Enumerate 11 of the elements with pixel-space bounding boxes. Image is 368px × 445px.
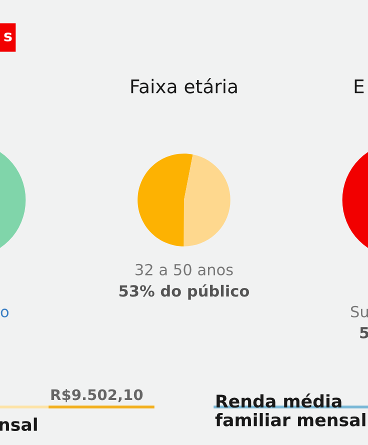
text: o bbox=[0, 308, 9, 318]
text: Su bbox=[351, 306, 368, 318]
text: s bbox=[4, 32, 12, 42]
text: E bbox=[354, 80, 364, 94]
chart-title: Faixa etária bbox=[131, 78, 237, 94]
pie-slice bbox=[184, 154, 230, 246]
text: 53% do público bbox=[119, 284, 250, 300]
pie-slice bbox=[138, 154, 193, 246]
slice-label: 32 a 50 anos bbox=[136, 264, 233, 276]
text: Renda média familiar mensal bbox=[215, 394, 366, 426]
text: R$9.502,10 bbox=[51, 388, 143, 402]
